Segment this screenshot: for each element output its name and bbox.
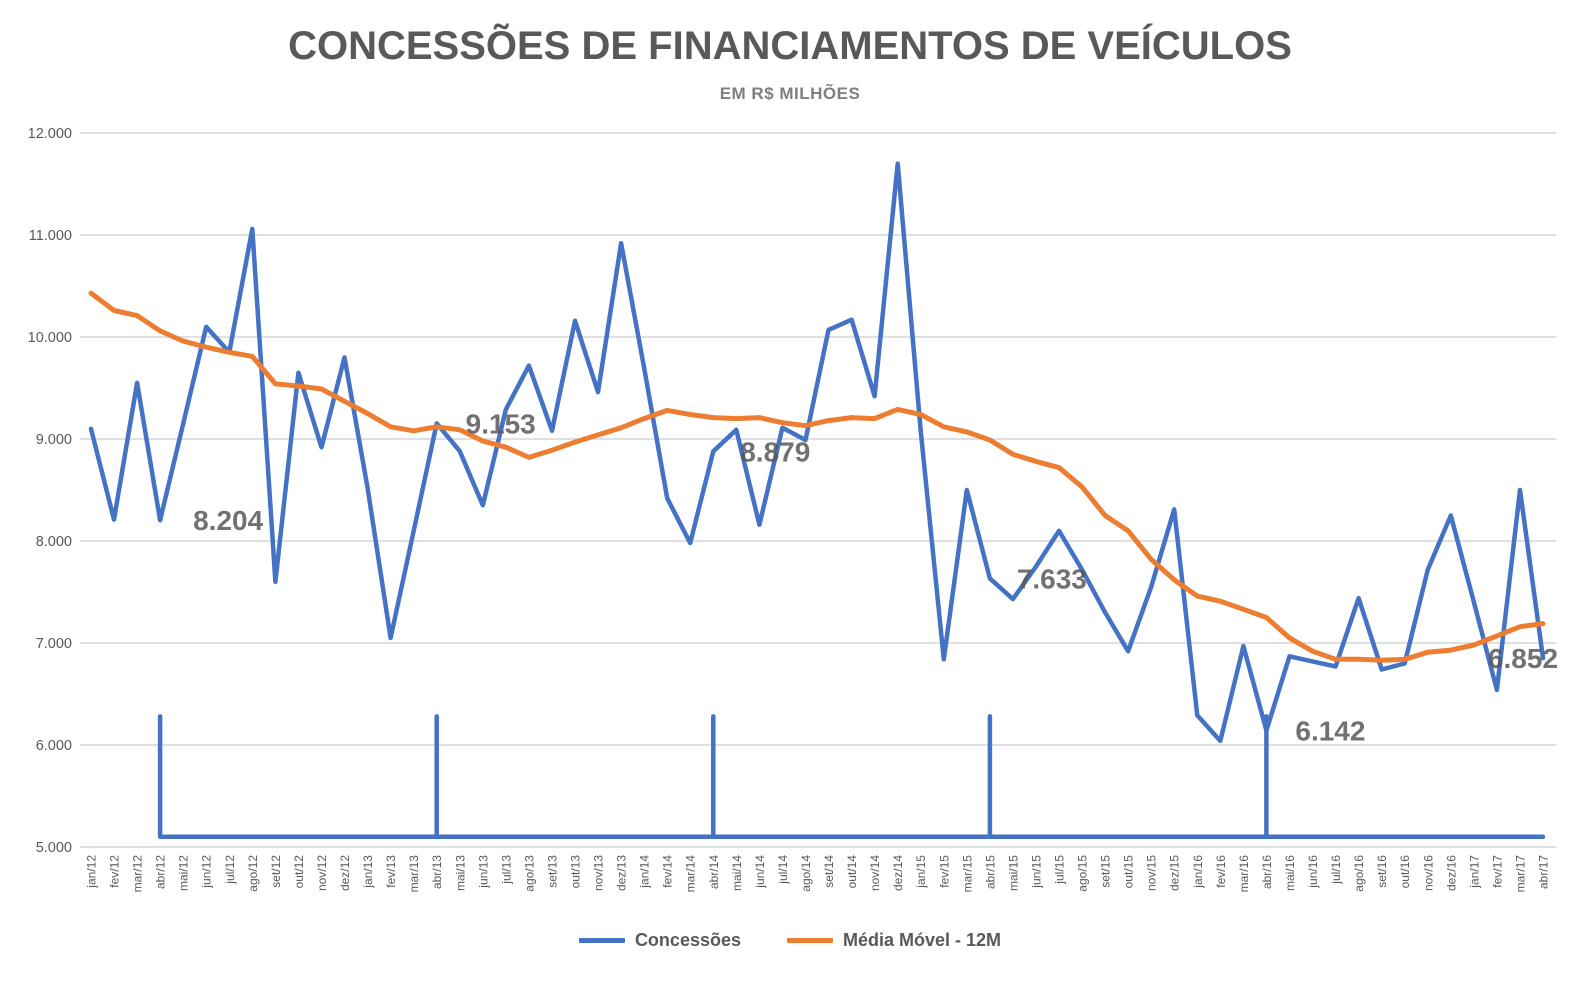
x-tick-label: mai/13 [453,855,467,891]
x-tick-label: jul/12 [223,855,237,885]
x-tick-label: out/15 [1122,855,1136,889]
x-tick-label: abr/13 [430,855,444,889]
x-tick-label: ago/15 [1076,855,1090,892]
series-line-april-marker-baseline [157,714,1546,840]
x-tick-label: nov/12 [315,855,329,891]
data-label: 7.633 [1017,563,1087,594]
y-tick-label: 6.000 [36,738,72,754]
series-line-Média Móvel - 12M [88,290,1546,663]
x-tick-label: mar/14 [684,855,698,893]
x-tick-label: jan/16 [1191,855,1205,889]
x-tick-label: abr/16 [1260,855,1274,889]
x-tick-label: dez/14 [891,855,905,891]
data-label: 9.153 [466,408,536,439]
x-tick-label: mai/14 [730,855,744,891]
x-tick-label: out/16 [1398,855,1412,889]
x-tick-label: out/14 [845,855,859,889]
x-tick-label: abr/12 [154,855,168,889]
y-tick-label: 5.000 [36,840,72,856]
y-tick-label: 11.000 [29,228,72,244]
x-tick-label: ago/12 [246,855,260,892]
series-line-Concessões [88,161,1546,744]
y-tick-label: 12.000 [28,126,72,142]
x-tick-label: dez/12 [338,855,352,891]
legend-label-concessoes: Concessões [634,930,741,950]
x-tick-label: jun/16 [1306,855,1320,889]
x-tick-label: mar/15 [960,855,974,893]
x-tick-label: jan/15 [914,855,928,889]
x-tick-label: abr/14 [707,855,721,889]
x-tick-label: abr/15 [983,855,997,889]
x-tick-label: jul/16 [1329,855,1343,885]
x-tick-label: jun/12 [200,855,214,889]
legend-item-media-movel: Média Móvel - 12M [787,930,1001,951]
x-tick-label: fev/15 [937,855,951,888]
x-tick-label: jan/12 [85,855,99,889]
legend-label-media-movel: Média Móvel - 12M [843,930,1002,950]
x-tick-label: jun/14 [753,855,767,889]
x-tick-label: set/14 [822,855,836,888]
x-tick-label: abr/17 [1537,855,1551,889]
data-label: 6.852 [1488,643,1558,674]
x-tick-label: jan/14 [638,855,652,889]
x-tick-label: nov/14 [868,855,882,891]
legend-swatch-concessoes [578,938,625,943]
chart-legend: Concessões Média Móvel - 12M [0,930,1580,951]
x-tick-label: jul/14 [776,855,790,885]
data-label: 8.879 [740,436,810,467]
x-tick-label: fev/12 [108,855,122,888]
x-tick-label: ago/13 [522,855,536,892]
x-tick-label: mar/16 [1237,855,1251,893]
legend-item-concessoes: Concessões [578,930,741,951]
chart-title: CONCESSÕES DE FINANCIAMENTOS DE VEÍCULOS [288,24,1292,68]
x-tick-label: dez/15 [1168,855,1182,891]
x-tick-label: jun/13 [476,855,490,889]
x-tick-label: mar/13 [407,855,421,893]
chart-subtitle: EM R$ MILHÕES [719,84,861,103]
x-tick-label: jan/13 [361,855,375,889]
y-tick-label: 9.000 [36,432,72,448]
legend-swatch-media-movel [787,938,833,943]
y-tick-label: 7.000 [36,636,72,652]
y-tick-label: 10.000 [28,330,72,346]
x-tick-label: set/16 [1375,855,1389,888]
x-tick-label: fev/16 [1214,855,1228,888]
x-tick-label: fev/14 [661,855,675,888]
x-tick-label: mar/12 [131,855,145,893]
data-label: 8.204 [193,505,263,536]
x-tick-label: set/12 [269,855,283,888]
x-tick-label: mai/16 [1283,855,1297,891]
x-tick-label: mar/17 [1513,855,1527,893]
x-tick-label: dez/16 [1444,855,1458,891]
y-tick-label: 8.000 [36,534,72,550]
x-tick-label: mai/12 [177,855,191,891]
x-tick-label: jul/15 [1053,855,1067,885]
x-tick-label: out/12 [292,855,306,889]
x-tick-label: mai/15 [1006,855,1020,891]
x-tick-label: set/15 [1099,855,1113,888]
x-tick-label: fev/13 [384,855,398,888]
x-tick-label: ago/16 [1352,855,1366,892]
x-tick-label: jan/17 [1467,855,1481,889]
x-tick-label: out/13 [569,855,583,889]
x-tick-label: set/13 [545,855,559,888]
x-tick-label: dez/13 [615,855,629,891]
x-tick-label: fev/17 [1490,855,1504,888]
x-tick-label: jul/13 [499,855,513,885]
x-tick-label: nov/15 [1145,855,1159,891]
x-tick-label: jun/15 [1029,855,1043,889]
x-tick-label: nov/16 [1421,855,1435,891]
data-label: 6.142 [1295,716,1365,747]
x-tick-label: nov/13 [592,855,606,891]
x-tick-label: ago/14 [799,855,813,892]
